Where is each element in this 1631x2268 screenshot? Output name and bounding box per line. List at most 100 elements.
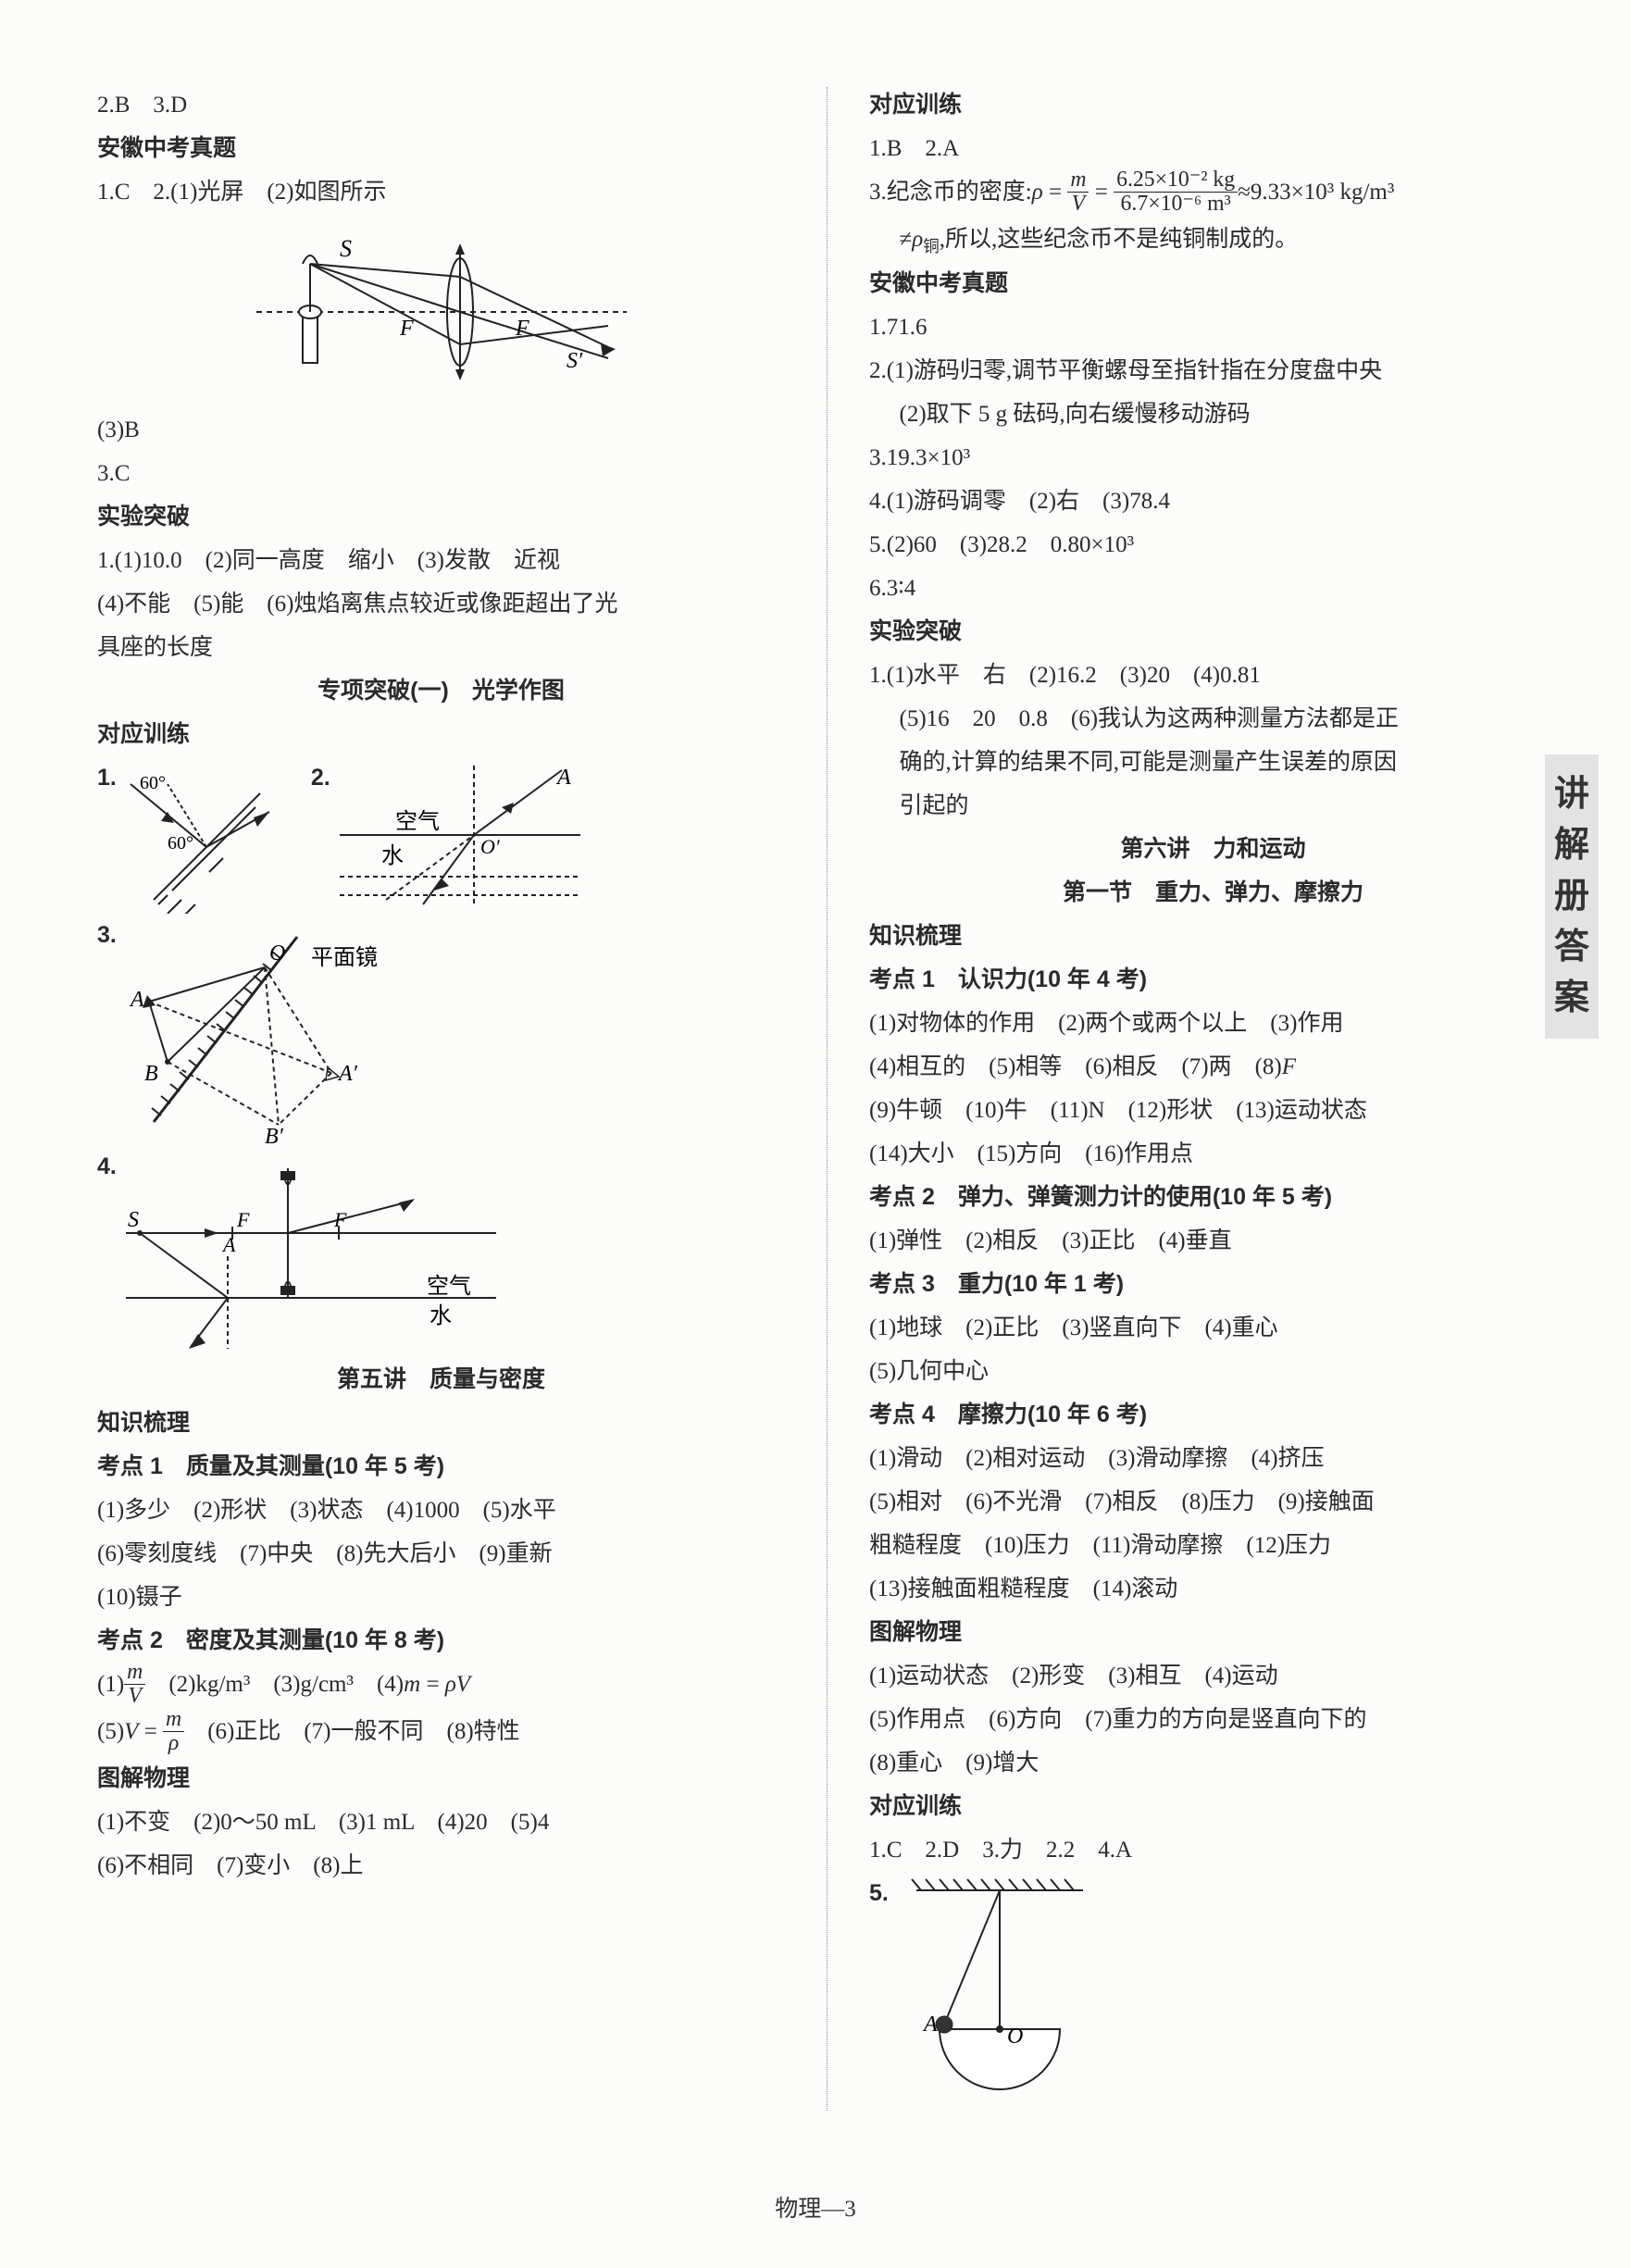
text: (14)大小 (15)方向 (16)作用点 bbox=[869, 1132, 1557, 1176]
label: 4. bbox=[97, 1145, 117, 1189]
svg-text:B′: B′ bbox=[265, 1125, 284, 1145]
svg-text:A: A bbox=[922, 2013, 938, 2037]
heading-exp: 实验突破 bbox=[869, 610, 1557, 654]
text: 2.(1)游码归零,调节平衡螺母至指针指在分度盘中央 bbox=[869, 349, 1557, 393]
left-column: 2.B 3.D 安徽中考真题 1.C 2.(1)光屏 (2)如图所示 bbox=[97, 83, 799, 2111]
text: 2.B 3.D bbox=[97, 83, 785, 127]
svg-text:60°: 60° bbox=[168, 833, 193, 854]
svg-text:O′: O′ bbox=[480, 835, 501, 858]
heading-point: 考点 4 摩擦力(10 年 6 考) bbox=[869, 1393, 1557, 1437]
label: 3. bbox=[97, 914, 117, 957]
text: ≠ρ铜,所以,这些纪念币不是纯铜制成的。 bbox=[869, 218, 1557, 262]
text: 1.(1)水平 右 (2)16.2 (3)20 (4)0.81 bbox=[869, 654, 1557, 697]
text: (1)对物体的作用 (2)两个或两个以上 (3)作用 bbox=[869, 1002, 1557, 1045]
text: 粗糙程度 (10)压力 (11)滑动摩擦 (12)压力 bbox=[869, 1524, 1557, 1567]
text: 4.(1)游码调零 (2)右 (3)78.4 bbox=[869, 480, 1557, 523]
heading-point: 考点 2 密度及其测量(10 年 8 考) bbox=[97, 1619, 785, 1663]
heading-exam: 安徽中考真题 bbox=[97, 127, 785, 170]
text: (5)V = mρ (6)正比 (7)一般不同 (8)特性 bbox=[97, 1710, 785, 1757]
text: (8)重心 (9)增大 bbox=[869, 1741, 1557, 1785]
svg-text:水: 水 bbox=[430, 1303, 452, 1328]
diagram-refraction: A O′ 空气 水 bbox=[330, 756, 590, 914]
text: (5)作用点 (6)方向 (7)重力的方向是竖直向下的 bbox=[869, 1698, 1557, 1741]
text: (1)滑动 (2)相对运动 (3)滑动摩擦 (4)挤压 bbox=[869, 1437, 1557, 1480]
text: (2)取下 5 g 砝码,向右缓慢移动游码 bbox=[869, 393, 1557, 436]
text: 1.(1)10.0 (2)同一高度 缩小 (3)发散 近视 bbox=[97, 539, 785, 582]
svg-text:F: F bbox=[399, 317, 414, 341]
heading-practice: 对应训练 bbox=[869, 83, 1557, 127]
diagram-row: 1. 60° 60° bbox=[97, 756, 785, 914]
diagram-reflection: 60° 60° bbox=[117, 756, 274, 914]
text: 3.C bbox=[97, 452, 785, 495]
heading-diagram: 图解物理 bbox=[869, 1611, 1557, 1654]
heading-point: 考点 3 重力(10 年 1 考) bbox=[869, 1263, 1557, 1306]
svg-text:F: F bbox=[333, 1208, 347, 1231]
text: 5.(2)60 (3)28.2 0.80×10³ bbox=[869, 523, 1557, 567]
diagram-mirror: O A B A′ B′ 平面镜 bbox=[117, 914, 422, 1145]
heading-exam: 安徽中考真题 bbox=[869, 262, 1557, 305]
text: 1.C 2.D 3.力 2.2 4.A bbox=[869, 1828, 1557, 1872]
heading-practice: 对应训练 bbox=[869, 1785, 1557, 1828]
text: (1)多少 (2)形状 (3)状态 (4)1000 (5)水平 bbox=[97, 1489, 785, 1532]
heading-point: 考点 1 质量及其测量(10 年 5 考) bbox=[97, 1445, 785, 1489]
heading-practice: 对应训练 bbox=[97, 713, 785, 756]
svg-text:S: S bbox=[340, 235, 352, 262]
svg-text:F: F bbox=[515, 317, 529, 341]
text: 3.19.3×10³ bbox=[869, 436, 1557, 480]
page: 2.B 3.D 安徽中考真题 1.C 2.(1)光屏 (2)如图所示 bbox=[0, 0, 1631, 2166]
text: (1)不变 (2)0～50 mL (3)1 mL (4)20 (5)4 bbox=[97, 1801, 785, 1844]
heading-diagram: 图解物理 bbox=[97, 1757, 785, 1801]
text: (5)16 20 0.8 (6)我认为这两种测量方法都是正 bbox=[869, 697, 1557, 741]
svg-text:A: A bbox=[129, 988, 144, 1012]
svg-text:空气: 空气 bbox=[395, 809, 440, 834]
heading-exp: 实验突破 bbox=[97, 495, 785, 539]
text: (3)B bbox=[97, 408, 785, 452]
text: 3.纪念币的密度:ρ = mV = 6.25×10⁻² kg6.7×10⁻⁶ m… bbox=[869, 170, 1557, 218]
heading-point: 考点 1 认识力(10 年 4 考) bbox=[869, 958, 1557, 1002]
heading-lecture: 第六讲 力和运动 bbox=[869, 828, 1557, 871]
text: (1)地球 (2)正比 (3)竖直向下 (4)重心 bbox=[869, 1306, 1557, 1350]
svg-text:水: 水 bbox=[381, 843, 404, 868]
text: (1)mV (2)kg/m³ (3)g/cm³ (4)m = ρV bbox=[97, 1663, 785, 1710]
svg-text:B: B bbox=[144, 1062, 158, 1086]
svg-text:A: A bbox=[555, 766, 571, 790]
svg-text:平面镜: 平面镜 bbox=[311, 945, 378, 970]
diagram-pendulum: A O bbox=[889, 1872, 1102, 2094]
column-divider bbox=[827, 87, 828, 2111]
label: 2. bbox=[311, 756, 330, 800]
svg-text:S′: S′ bbox=[566, 349, 583, 373]
heading-topic: 专项突破(一) 光学作图 bbox=[97, 669, 785, 713]
svg-text:空气: 空气 bbox=[427, 1274, 471, 1299]
text: (5)几何中心 bbox=[869, 1350, 1557, 1393]
svg-text:A′: A′ bbox=[337, 1062, 358, 1086]
text: 1.C 2.(1)光屏 (2)如图所示 bbox=[97, 170, 785, 214]
heading-lecture: 第五讲 质量与密度 bbox=[97, 1358, 785, 1402]
label: 5. bbox=[869, 1872, 889, 1915]
label: 1. bbox=[97, 756, 117, 800]
svg-text:O: O bbox=[269, 941, 285, 966]
text: (6)不相同 (7)变小 (8)上 bbox=[97, 1844, 785, 1888]
heading-point: 考点 2 弹力、弹簧测力计的使用(10 年 5 考) bbox=[869, 1176, 1557, 1219]
text: (9)牛顿 (10)牛 (11)N (12)形状 (13)运动状态 bbox=[869, 1089, 1557, 1132]
svg-text:F: F bbox=[236, 1208, 250, 1231]
text: (5)相对 (6)不光滑 (7)相反 (8)压力 (9)接触面 bbox=[869, 1480, 1557, 1524]
heading-section: 第一节 重力、弹力、摩擦力 bbox=[869, 871, 1557, 915]
page-footer: 物理—3 bbox=[0, 2190, 1631, 2224]
side-tab: 讲解册答案 bbox=[1545, 754, 1599, 1039]
text: 6.3∶4 bbox=[869, 567, 1557, 610]
text: (6)零刻度线 (7)中央 (8)先大后小 (9)重新 bbox=[97, 1532, 785, 1576]
text: 引起的 bbox=[869, 784, 1557, 828]
svg-text:O: O bbox=[1007, 2025, 1023, 2049]
right-column: 对应训练 1.B 2.A 3.纪念币的密度:ρ = mV = 6.25×10⁻²… bbox=[855, 83, 1557, 2111]
text: (1)运动状态 (2)形变 (3)相互 (4)运动 bbox=[869, 1654, 1557, 1698]
heading-knowledge: 知识梳理 bbox=[97, 1402, 785, 1445]
text: 1.B 2.A bbox=[869, 127, 1557, 170]
text: (1)弹性 (2)相反 (3)正比 (4)垂直 bbox=[869, 1219, 1557, 1263]
text: (4)相互的 (5)相等 (6)相反 (7)两 (8)F bbox=[869, 1045, 1557, 1089]
heading-knowledge: 知识梳理 bbox=[869, 915, 1557, 958]
text: (13)接触面粗糙程度 (14)滚动 bbox=[869, 1567, 1557, 1611]
text: (10)镊子 bbox=[97, 1576, 785, 1619]
text: 确的,计算的结果不同,可能是测量产生误差的原因 bbox=[869, 741, 1557, 784]
diagram-lens-water: S A F F 空气 水 bbox=[117, 1145, 505, 1358]
text: 1.71.6 bbox=[869, 305, 1557, 349]
